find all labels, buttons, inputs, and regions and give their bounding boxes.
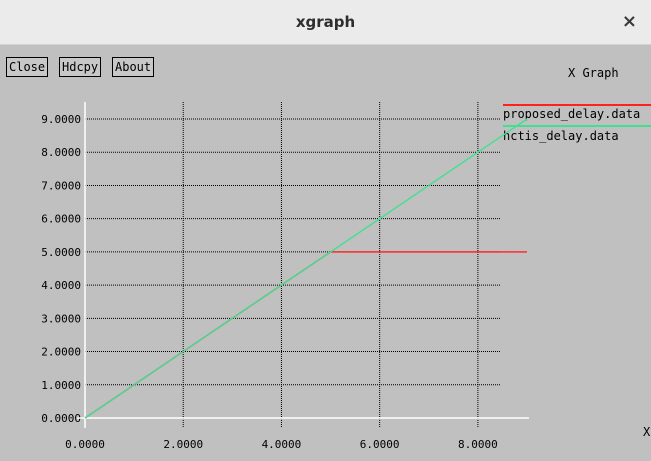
legend-line-hctis — [503, 125, 651, 127]
plot-area: 0.0000 1.0000 2.0000 3.0000 4.0000 5.0000 6.00… — [41, 102, 529, 451]
x-axis-unit-label: X — [643, 425, 651, 439]
series-line-hctis — [84, 118, 528, 419]
close-button[interactable]: Close — [6, 57, 49, 77]
graph-window-client: Close Hdcpy About X Graph proposed_delay… — [0, 45, 651, 461]
y-tick-label: 4.0000 — [41, 279, 81, 292]
legend-label-proposed: proposed_delay.data — [503, 107, 641, 121]
y-tick-label: 0.0000 — [41, 412, 81, 425]
x-tick-label: 4.0000 — [262, 438, 302, 451]
series-line-proposed — [84, 251, 527, 419]
y-tick-label: 8.0000 — [41, 146, 81, 159]
about-button[interactable]: About — [112, 57, 155, 77]
legend-label-hctis: hctis_delay.data — [503, 129, 619, 143]
title-bar: xgraph × — [0, 0, 651, 45]
y-tick-label: 1.0000 — [41, 379, 81, 392]
y-tick-label: 2.0000 — [41, 346, 81, 359]
y-tick-label: 9.0000 — [41, 113, 81, 126]
y-tick-label: 6.0000 — [41, 213, 81, 226]
y-tick-label: 5.0000 — [41, 246, 81, 259]
y-tick-label: 3.0000 — [41, 312, 81, 325]
window-title: xgraph — [295, 13, 356, 31]
hdcpy-button[interactable]: Hdcpy — [59, 57, 102, 77]
y-tick-label: 7.0000 — [41, 179, 81, 192]
x-tick-label: 6.0000 — [360, 438, 400, 451]
x-tick-label: 8.0000 — [458, 438, 498, 451]
legend-line-proposed — [503, 104, 651, 106]
graph-title: X Graph — [568, 66, 619, 80]
x-tick-label: 2.0000 — [163, 438, 203, 451]
x-tick-label: 0.0000 — [65, 438, 105, 451]
close-window-icon[interactable]: × — [621, 11, 637, 32]
